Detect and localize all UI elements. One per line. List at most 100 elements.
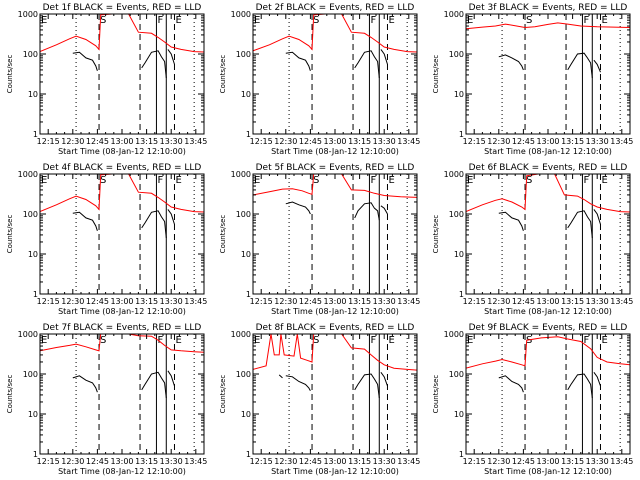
events-line-seg-0 [285,51,311,71]
x-tick-label: 13:45 [397,297,420,306]
lld-line-seg-0 [40,174,113,213]
panel-title: Det 7f BLACK = Events, RED = LLD [43,323,202,333]
y-tick-label: 1 [246,290,251,299]
plot-data [253,14,417,79]
x-tick-label: 13:00 [110,457,133,466]
lld-line-seg-1 [128,174,204,213]
y-tick-label: 1000 [444,10,464,19]
events-line-seg-0 [498,211,524,231]
x-tick-label: 13:45 [184,297,207,306]
x-tick-label: 13:00 [110,297,133,306]
x-tick-label: 12:45 [299,297,322,306]
events-line-seg-1 [354,50,380,79]
y-tick-label: 10 [28,90,38,99]
marker-label-0: E [41,335,47,346]
x-tick-label: 12:45 [86,457,109,466]
x-tick-label: 13:45 [610,457,633,466]
x-tick-label: 13:00 [323,137,346,146]
panel-title: Det 9f BLACK = Events, RED = LLD [469,323,628,333]
plot-frame [252,333,418,455]
x-tick-label: 13:15 [135,457,158,466]
x-tick-label: 12:15 [463,137,486,146]
lld-line-seg-0 [253,174,329,196]
events-line-seg-2 [380,205,388,215]
panel-title: Det 6f BLACK = Events, RED = LLD [469,163,628,173]
events-line-seg-0 [498,375,524,393]
marker-label-3: E [601,175,607,186]
events-line-seg-2 [593,372,601,387]
x-tick-label: 13:30 [160,457,183,466]
x-tick-label: 12:15 [37,137,60,146]
y-tick-label: 1000 [231,170,251,179]
x-tick-label: 12:45 [86,297,109,306]
marker-label-1: S [313,335,319,346]
x-tick-label: 13:15 [135,297,158,306]
x-tick-label: 13:45 [184,137,207,146]
marker-label-3: E [388,335,394,346]
plot-frame [465,173,631,295]
marker-label-1: S [526,15,532,26]
x-tick-label: 13:45 [184,457,207,466]
y-axis-label: Counts/sec [6,215,14,254]
x-tick-label: 13:15 [561,137,584,146]
plot-frame [39,13,205,135]
y-axis-label: Counts/sec [432,375,440,414]
x-tick-label: 12:30 [61,457,84,466]
events-line-seg-2 [593,209,601,225]
y-tick-label: 1 [246,450,251,459]
panel-9: Det 9f BLACK = Events, RED = LLD E S F E 1 10 1… [432,323,633,476]
events-line-seg-1 [567,373,593,399]
marker-label-0: E [254,15,260,26]
x-tick-label: 12:15 [250,137,273,146]
x-axis-label: Start Time (08-Jan-12 12:10:00) [58,307,186,316]
y-tick-label: 100 [449,210,464,219]
marker-label-0: E [254,175,260,186]
x-tick-label: 12:30 [487,457,510,466]
marker-label-2: F [157,335,163,346]
panel-title: Det 5f BLACK = Events, RED = LLD [256,163,415,173]
x-tick-label: 12:30 [61,297,84,306]
x-axis-label: Start Time (08-Jan-12 12:10:00) [58,147,186,156]
x-tick-label: 13:30 [586,457,609,466]
x-tick-label: 13:15 [348,297,371,306]
marker-label-2: F [583,15,589,26]
events-line-seg-1 [567,52,593,79]
marker-label-1: S [313,15,319,26]
marker-label-3: E [175,15,181,26]
y-axis-label: Counts/sec [219,375,227,414]
y-tick-label: 10 [454,250,464,259]
x-tick-label: 12:45 [299,457,322,466]
marker-label-2: F [157,15,163,26]
x-axis-label: Start Time (08-Jan-12 12:10:00) [484,307,612,316]
y-tick-label: 1000 [231,330,251,339]
events-line-seg-0 [72,51,98,71]
x-axis-label: Start Time (08-Jan-12 12:10:00) [484,467,612,476]
lld-line-seg-0 [253,14,326,52]
y-axis-label: Counts/sec [6,375,14,414]
x-tick-label: 12:45 [299,137,322,146]
lld-line-seg-0 [466,22,630,30]
y-tick-label: 1 [33,130,38,139]
plot-data [466,174,630,239]
plot-data [253,174,417,221]
panel-title: Det 4f BLACK = Events, RED = LLD [43,163,202,173]
x-tick-label: 13:15 [135,137,158,146]
x-tick-label: 12:45 [512,297,535,306]
marker-label-1: S [100,15,106,26]
y-tick-label: 10 [28,250,38,259]
marker-label-3: E [175,175,181,186]
x-tick-label: 13:45 [397,137,420,146]
x-tick-label: 13:15 [348,457,371,466]
panel-title: Det 2f BLACK = Events, RED = LLD [256,3,415,13]
y-tick-label: 100 [236,370,251,379]
x-tick-label: 13:15 [348,137,371,146]
x-tick-label: 13:30 [373,297,396,306]
y-tick-label: 10 [241,250,251,259]
panel-4: Det 4f BLACK = Events, RED = LLD E S F E 1 10 1… [6,163,207,316]
events-line-seg-1 [567,210,593,239]
x-tick-label: 13:15 [561,457,584,466]
x-tick-label: 13:00 [110,137,133,146]
events-line-seg-2 [167,49,175,65]
x-tick-label: 13:45 [610,297,633,306]
y-tick-label: 10 [241,90,251,99]
